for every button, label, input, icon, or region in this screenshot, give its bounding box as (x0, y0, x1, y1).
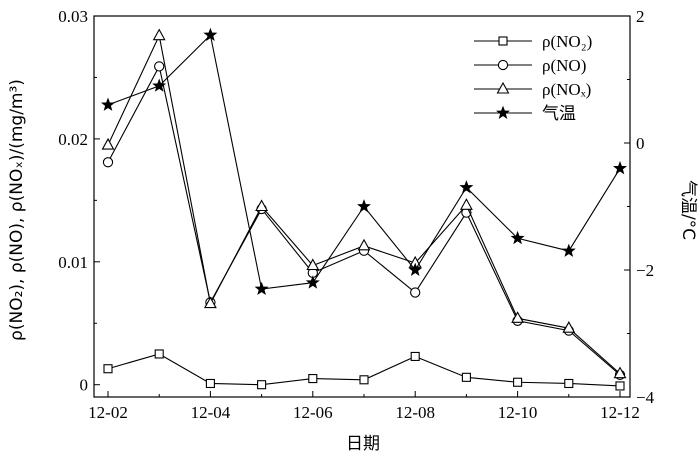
data-point-nox (101, 137, 115, 150)
y-left-tick-label: 0 (80, 376, 89, 395)
y-axis-left-title: ρ(NO₂), ρ(NO), ρ(NOₓ)/(mg/m³) (7, 79, 27, 341)
data-point-nox (511, 311, 525, 323)
data-point-no (410, 287, 421, 298)
data-point-no2 (154, 349, 164, 359)
data-point-nox (306, 258, 320, 271)
x-tick-label: 12-06 (293, 403, 333, 422)
legend-label: ρ(NO) (542, 56, 586, 75)
legend-label: ρ(NO₂) (542, 32, 592, 51)
data-point-nox (459, 198, 473, 210)
data-point-no2 (461, 372, 471, 382)
data-point-no2 (205, 378, 215, 389)
legend-marker (496, 81, 510, 94)
series-temperature (101, 27, 627, 295)
axis-ticks: 0 0.01 0.02 0.03 −4 −2 0 2 12-02 12-04 12-06 12-08 1… (58, 7, 654, 422)
data-point-temperature (305, 275, 320, 289)
y-right-tick-label: −4 (636, 388, 655, 407)
y-left-tick-label: 0.02 (58, 130, 88, 149)
data-point-temperature (561, 243, 576, 257)
legend-label: ρ(NOₓ) (542, 80, 591, 99)
data-point-temperature (203, 27, 218, 41)
data-point-temperature (152, 78, 167, 92)
data-point-no2 (410, 351, 420, 361)
data-point-no2 (308, 374, 318, 384)
y-right-tick-label: −2 (636, 261, 654, 280)
x-axis-title: 日期 (346, 434, 380, 454)
data-point-temperature (459, 180, 474, 194)
data-point-no2 (615, 381, 625, 391)
data-point-no2 (359, 375, 369, 385)
data-point-nox (613, 366, 627, 379)
legend-label: 气温 (542, 104, 576, 123)
legend-marker (498, 36, 508, 46)
y-left-tick-label: 0.03 (58, 7, 88, 26)
legend-item-temperature: 气温 (474, 104, 576, 123)
data-point-temperature (510, 230, 525, 245)
y-right-tick-label: 2 (636, 7, 645, 26)
data-point-no2 (257, 380, 267, 390)
x-tick-label: 12-12 (600, 403, 640, 422)
data-point-no (102, 157, 114, 168)
series-no2 (103, 349, 625, 391)
y-right-tick-label: 0 (636, 134, 645, 153)
series-layer (101, 27, 627, 391)
data-point-temperature (613, 161, 627, 175)
data-point-temperature (357, 199, 371, 213)
legend-marker (496, 105, 510, 119)
data-point-no2 (513, 377, 523, 387)
legend: ρ(NO₂) ρ(NO) ρ(NOₓ) 气温 (474, 32, 592, 123)
x-tick-label: 12-08 (395, 403, 435, 422)
data-point-temperature (254, 281, 269, 295)
series-nox (101, 28, 627, 379)
x-tick-label: 12-10 (498, 403, 538, 422)
x-tick-label: 12-04 (191, 403, 231, 422)
data-point-no2 (103, 364, 113, 374)
data-point-nox (562, 321, 576, 333)
legend-item-no2: ρ(NO₂) (474, 32, 592, 51)
y-axis-right-title: 气温/°C (678, 180, 698, 240)
legend-item-nox: ρ(NOₓ) (474, 80, 591, 99)
data-point-no2 (564, 378, 574, 389)
legend-marker (497, 59, 509, 71)
data-point-nox (152, 28, 166, 41)
data-point-nox (255, 199, 269, 212)
data-point-no (154, 61, 165, 72)
data-point-nox (203, 296, 217, 309)
data-point-temperature (101, 97, 115, 111)
x-tick-label: 12-02 (88, 403, 128, 422)
y-left-tick-label: 0.01 (58, 253, 88, 272)
data-point-temperature (408, 262, 423, 276)
legend-item-no: ρ(NO) (474, 56, 586, 75)
data-point-nox (357, 238, 371, 251)
